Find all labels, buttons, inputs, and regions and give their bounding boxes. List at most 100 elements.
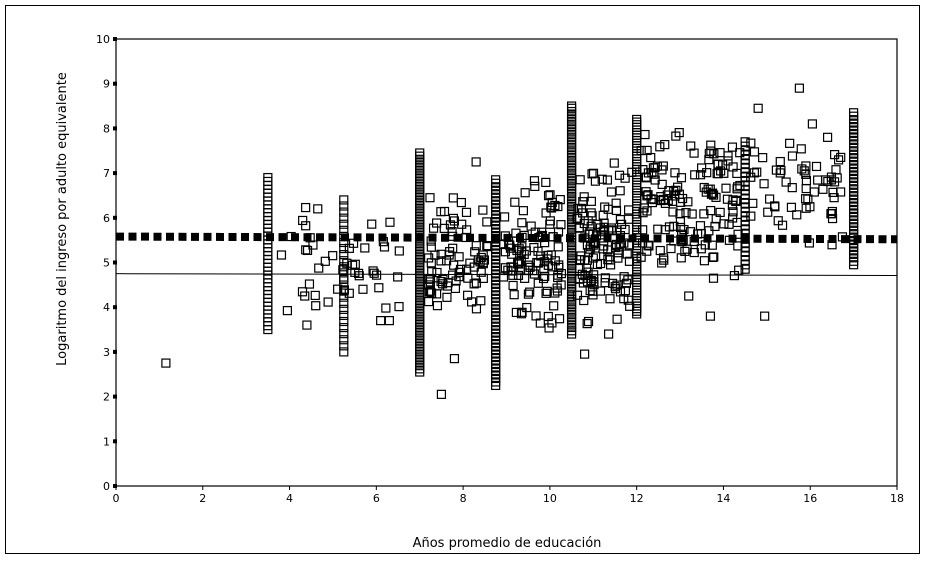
data-point: [822, 132, 833, 142]
data-point: [827, 206, 837, 217]
data-point: [583, 316, 594, 327]
data-point: [650, 162, 660, 173]
data-point: [642, 246, 652, 256]
data-point: [680, 246, 690, 256]
data-point: [394, 301, 404, 312]
y-tick-mark: [113, 171, 117, 176]
data-point: [424, 296, 434, 307]
x-tick-label: 6: [373, 492, 380, 505]
data-point: [837, 232, 848, 242]
data-point: [760, 311, 770, 321]
data-point: [620, 173, 630, 183]
data-point: [607, 278, 618, 288]
data-point: [689, 247, 699, 258]
data-points: [161, 83, 859, 399]
data-point: [508, 262, 519, 272]
data-point: [581, 263, 592, 273]
data-point: [794, 83, 804, 93]
data-point: [682, 244, 692, 254]
data-point: [550, 200, 560, 211]
data-point: [302, 320, 312, 330]
data-point: [525, 262, 535, 272]
data-point: [347, 260, 358, 270]
data-point: [339, 322, 349, 333]
x-tick-label: 14: [716, 492, 730, 505]
data-point: [552, 286, 563, 296]
data-point: [708, 188, 718, 198]
data-point: [286, 231, 296, 242]
data-point: [308, 240, 318, 250]
data-point: [653, 224, 663, 234]
y-tick-mark: [113, 439, 117, 444]
data-point: [508, 280, 518, 291]
data-point: [550, 288, 560, 298]
data-point: [709, 252, 719, 262]
data-point: [740, 137, 750, 147]
data-point: [704, 226, 714, 236]
y-tick-mark: [113, 349, 117, 354]
data-point: [441, 256, 452, 266]
x-tick-label: 8: [460, 492, 467, 505]
data-point: [642, 191, 652, 201]
data-point: [471, 241, 481, 251]
data-point: [640, 129, 650, 140]
data-point: [732, 182, 743, 192]
data-point: [623, 275, 633, 285]
data-point: [724, 235, 734, 245]
data-point: [582, 240, 592, 250]
data-point: [811, 161, 822, 172]
data-point: [491, 175, 501, 185]
data-point: [611, 241, 621, 251]
data-point: [807, 119, 817, 129]
data-point: [598, 244, 608, 254]
y-tick-mark: [113, 37, 117, 41]
data-point: [759, 179, 769, 189]
data-point: [339, 310, 349, 321]
data-point: [426, 236, 436, 246]
data-point: [583, 273, 593, 283]
data-point: [333, 284, 343, 294]
data-point: [384, 316, 394, 326]
data-point: [719, 219, 729, 229]
data-point: [572, 290, 583, 300]
data-point: [705, 311, 716, 321]
data-point: [575, 255, 586, 265]
data-point: [664, 186, 674, 196]
data-point: [393, 272, 403, 282]
data-point: [339, 316, 349, 327]
data-point: [549, 301, 559, 311]
y-tick-label: 10: [96, 33, 110, 46]
data-point: [644, 241, 654, 251]
data-point: [818, 184, 828, 194]
data-point: [378, 237, 388, 247]
data-point: [580, 270, 590, 281]
data-point: [520, 188, 530, 198]
data-point: [655, 245, 665, 256]
data-point: [298, 215, 308, 226]
data-point: [323, 297, 333, 307]
data-point: [530, 181, 540, 192]
data-point: [746, 138, 756, 148]
data-point: [827, 240, 837, 250]
data-point: [624, 205, 634, 215]
data-point: [517, 242, 527, 252]
data-point: [636, 145, 646, 156]
data-point: [511, 307, 521, 318]
data-point: [831, 165, 841, 175]
data-point: [531, 311, 541, 321]
data-point: [632, 114, 642, 125]
y-tick-label: 7: [103, 167, 110, 180]
data-point: [374, 283, 384, 293]
data-point: [509, 290, 519, 300]
data-point: [578, 197, 588, 207]
y-tick-mark: [113, 126, 117, 131]
data-point: [685, 227, 696, 237]
data-point: [586, 208, 596, 218]
data-point: [478, 273, 488, 283]
data-point: [829, 193, 839, 203]
data-point: [339, 285, 349, 295]
data-point: [517, 307, 527, 317]
data-point: [545, 216, 555, 226]
x-tick-label: 12: [630, 492, 644, 505]
data-point: [522, 302, 532, 313]
